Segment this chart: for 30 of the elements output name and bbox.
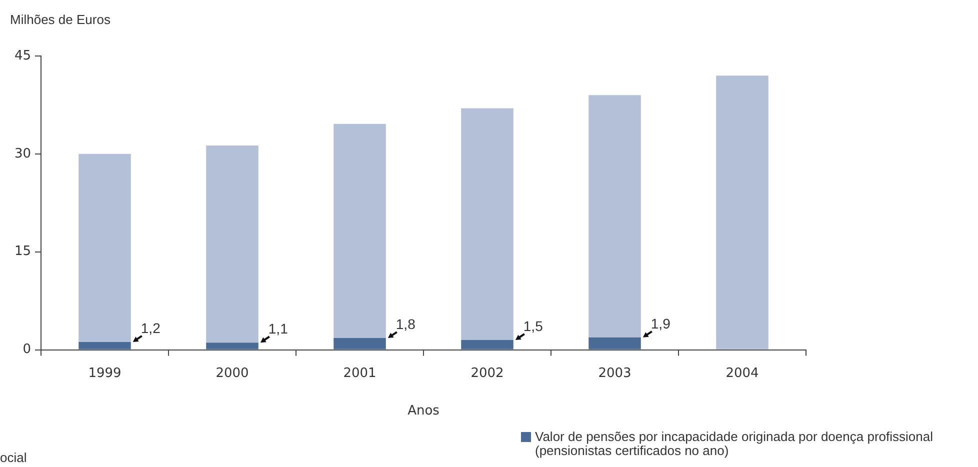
bar — [78, 342, 131, 350]
y-axis-title: Milhões de Euros — [10, 12, 110, 27]
bar — [461, 108, 514, 340]
bar — [206, 342, 258, 350]
data-label: 1,5 — [523, 318, 544, 334]
bar — [588, 95, 641, 338]
x-tick-label: 2004 — [726, 366, 759, 381]
y-tick-label: 45 — [14, 48, 31, 64]
x-axis-title: Anos — [408, 404, 440, 419]
bar — [588, 337, 641, 350]
x-tick-label: 1999 — [88, 366, 122, 381]
legend-label: Valor de pensões por incapacidade originada por doença profissional (pensionistas certificados no ano) — [535, 429, 934, 458]
data-label: 1,9 — [650, 315, 671, 332]
data-label: 1,2 — [140, 320, 161, 336]
x-tick-label: 2003 — [598, 366, 632, 381]
x-tick-label: 2000 — [216, 366, 249, 381]
y-tick-label: 30 — [14, 146, 31, 162]
y-tick-label: 15 — [14, 244, 31, 260]
bar — [206, 145, 258, 343]
data-label: 1,1 — [268, 320, 288, 336]
y-tick-label: 0 — [22, 342, 31, 358]
x-tick-label: 2002 — [470, 366, 504, 381]
bar — [78, 154, 131, 342]
bar — [461, 340, 514, 350]
data-label: 1,8 — [396, 316, 416, 332]
bar — [334, 338, 386, 350]
x-tick-label: 2001 — [343, 366, 376, 381]
bar — [334, 124, 386, 338]
text: ocial — [0, 450, 27, 465]
bar — [716, 76, 768, 350]
